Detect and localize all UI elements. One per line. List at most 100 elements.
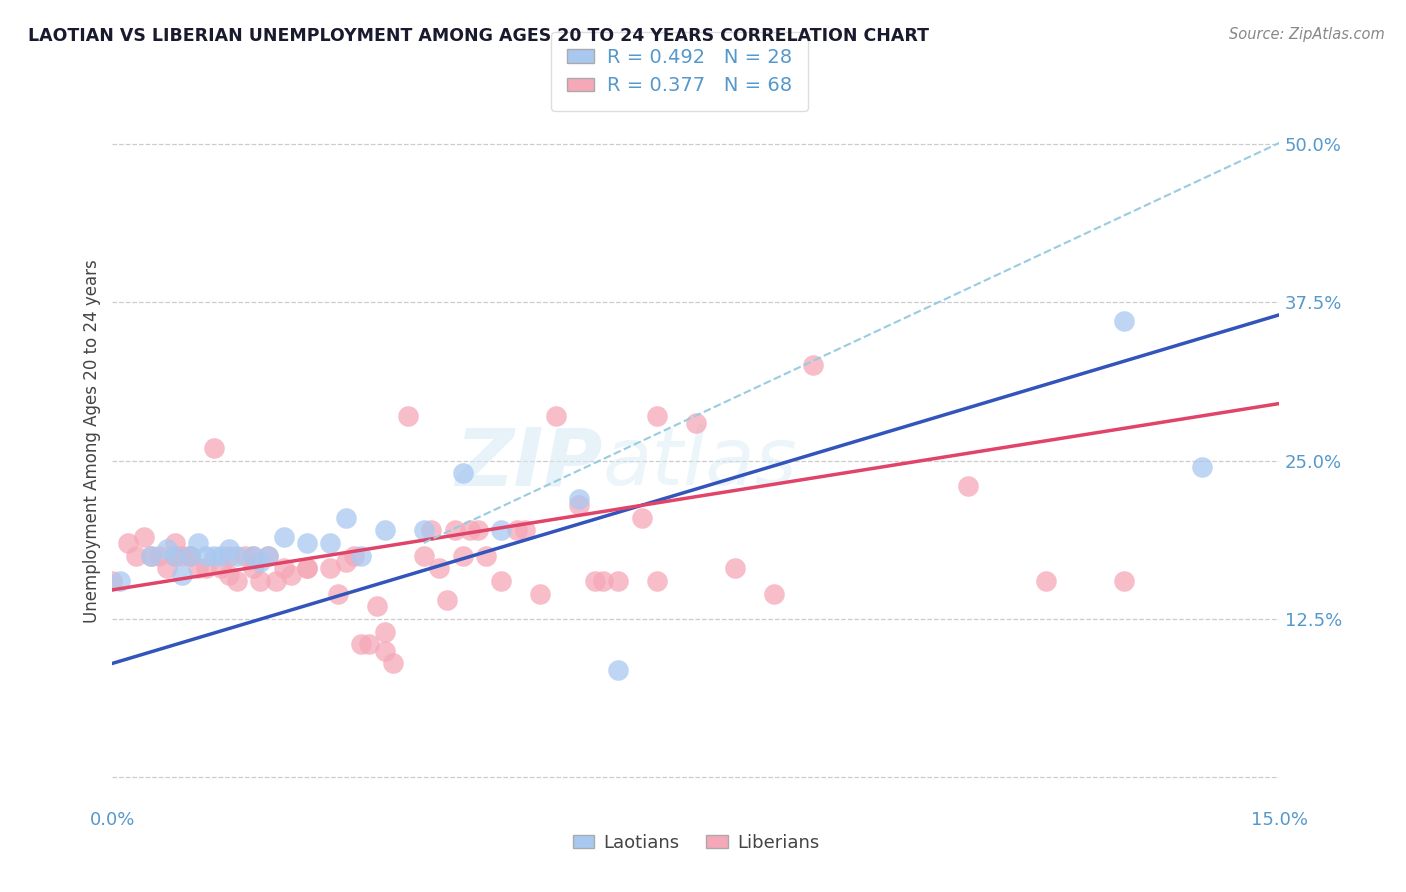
Point <box>110 574 132 588</box>
Point <box>724 561 747 575</box>
Point <box>685 416 707 430</box>
Point <box>295 561 318 575</box>
Point <box>242 549 264 563</box>
Text: LAOTIAN VS LIBERIAN UNEMPLOYMENT AMONG AGES 20 TO 24 YEARS CORRELATION CHART: LAOTIAN VS LIBERIAN UNEMPLOYMENT AMONG A… <box>28 27 929 45</box>
Point <box>957 479 980 493</box>
Text: ZIP: ZIP <box>456 425 603 502</box>
Point <box>187 561 209 575</box>
Point <box>280 567 302 582</box>
Point <box>491 523 513 537</box>
Point <box>172 567 194 582</box>
Point <box>412 549 434 563</box>
Point <box>396 409 419 424</box>
Point <box>335 510 357 524</box>
Point <box>592 574 614 588</box>
Point <box>381 657 404 671</box>
Point <box>1112 314 1135 328</box>
Point <box>187 536 209 550</box>
Point <box>172 549 194 563</box>
Point <box>233 549 256 563</box>
Point <box>179 549 201 563</box>
Point <box>242 549 264 563</box>
Point <box>1191 459 1213 474</box>
Point <box>436 593 458 607</box>
Point <box>209 549 232 563</box>
Point <box>374 643 396 657</box>
Point <box>451 467 474 481</box>
Point <box>202 441 225 455</box>
Point <box>583 574 606 588</box>
Point <box>460 523 482 537</box>
Point <box>295 561 318 575</box>
Point <box>568 498 591 512</box>
Point <box>179 549 201 563</box>
Point <box>101 574 124 588</box>
Point <box>264 574 287 588</box>
Text: Source: ZipAtlas.com: Source: ZipAtlas.com <box>1229 27 1385 42</box>
Point <box>156 561 179 575</box>
Point <box>645 574 668 588</box>
Point <box>335 555 357 569</box>
Point <box>374 523 396 537</box>
Point <box>257 549 280 563</box>
Point <box>359 637 381 651</box>
Point <box>350 637 373 651</box>
Point <box>209 561 232 575</box>
Point <box>1112 574 1135 588</box>
Point <box>645 409 668 424</box>
Point <box>427 561 450 575</box>
Point <box>163 549 186 563</box>
Point <box>467 523 489 537</box>
Y-axis label: Unemployment Among Ages 20 to 24 years: Unemployment Among Ages 20 to 24 years <box>83 260 101 624</box>
Legend: Laotians, Liberians: Laotians, Liberians <box>565 826 827 859</box>
Point <box>202 549 225 563</box>
Point <box>226 574 249 588</box>
Point <box>513 523 536 537</box>
Point <box>319 561 342 575</box>
Point <box>249 555 271 569</box>
Point <box>343 549 366 563</box>
Point <box>163 549 186 563</box>
Point <box>163 536 186 550</box>
Point <box>148 549 170 563</box>
Point <box>374 624 396 639</box>
Point <box>141 549 163 563</box>
Point <box>801 359 824 373</box>
Point <box>568 491 591 506</box>
Point <box>1035 574 1057 588</box>
Point <box>762 587 785 601</box>
Point <box>218 542 240 557</box>
Point <box>273 561 295 575</box>
Point <box>141 549 163 563</box>
Point <box>630 510 652 524</box>
Point <box>156 542 179 557</box>
Point <box>544 409 567 424</box>
Point <box>242 561 264 575</box>
Point <box>132 530 155 544</box>
Point <box>451 549 474 563</box>
Point <box>226 549 249 563</box>
Point <box>491 574 513 588</box>
Point <box>117 536 139 550</box>
Point <box>273 530 295 544</box>
Text: atlas: atlas <box>603 425 797 502</box>
Point <box>475 549 498 563</box>
Point <box>529 587 551 601</box>
Point <box>607 574 630 588</box>
Point <box>366 599 388 614</box>
Point <box>350 549 373 563</box>
Point <box>506 523 529 537</box>
Point <box>319 536 342 550</box>
Point <box>179 549 201 563</box>
Point <box>194 549 217 563</box>
Point <box>412 523 434 537</box>
Point <box>218 549 240 563</box>
Point <box>249 574 271 588</box>
Point <box>125 549 148 563</box>
Point <box>194 561 217 575</box>
Point <box>443 523 465 537</box>
Point <box>218 567 240 582</box>
Point <box>420 523 443 537</box>
Point <box>326 587 349 601</box>
Point <box>295 536 318 550</box>
